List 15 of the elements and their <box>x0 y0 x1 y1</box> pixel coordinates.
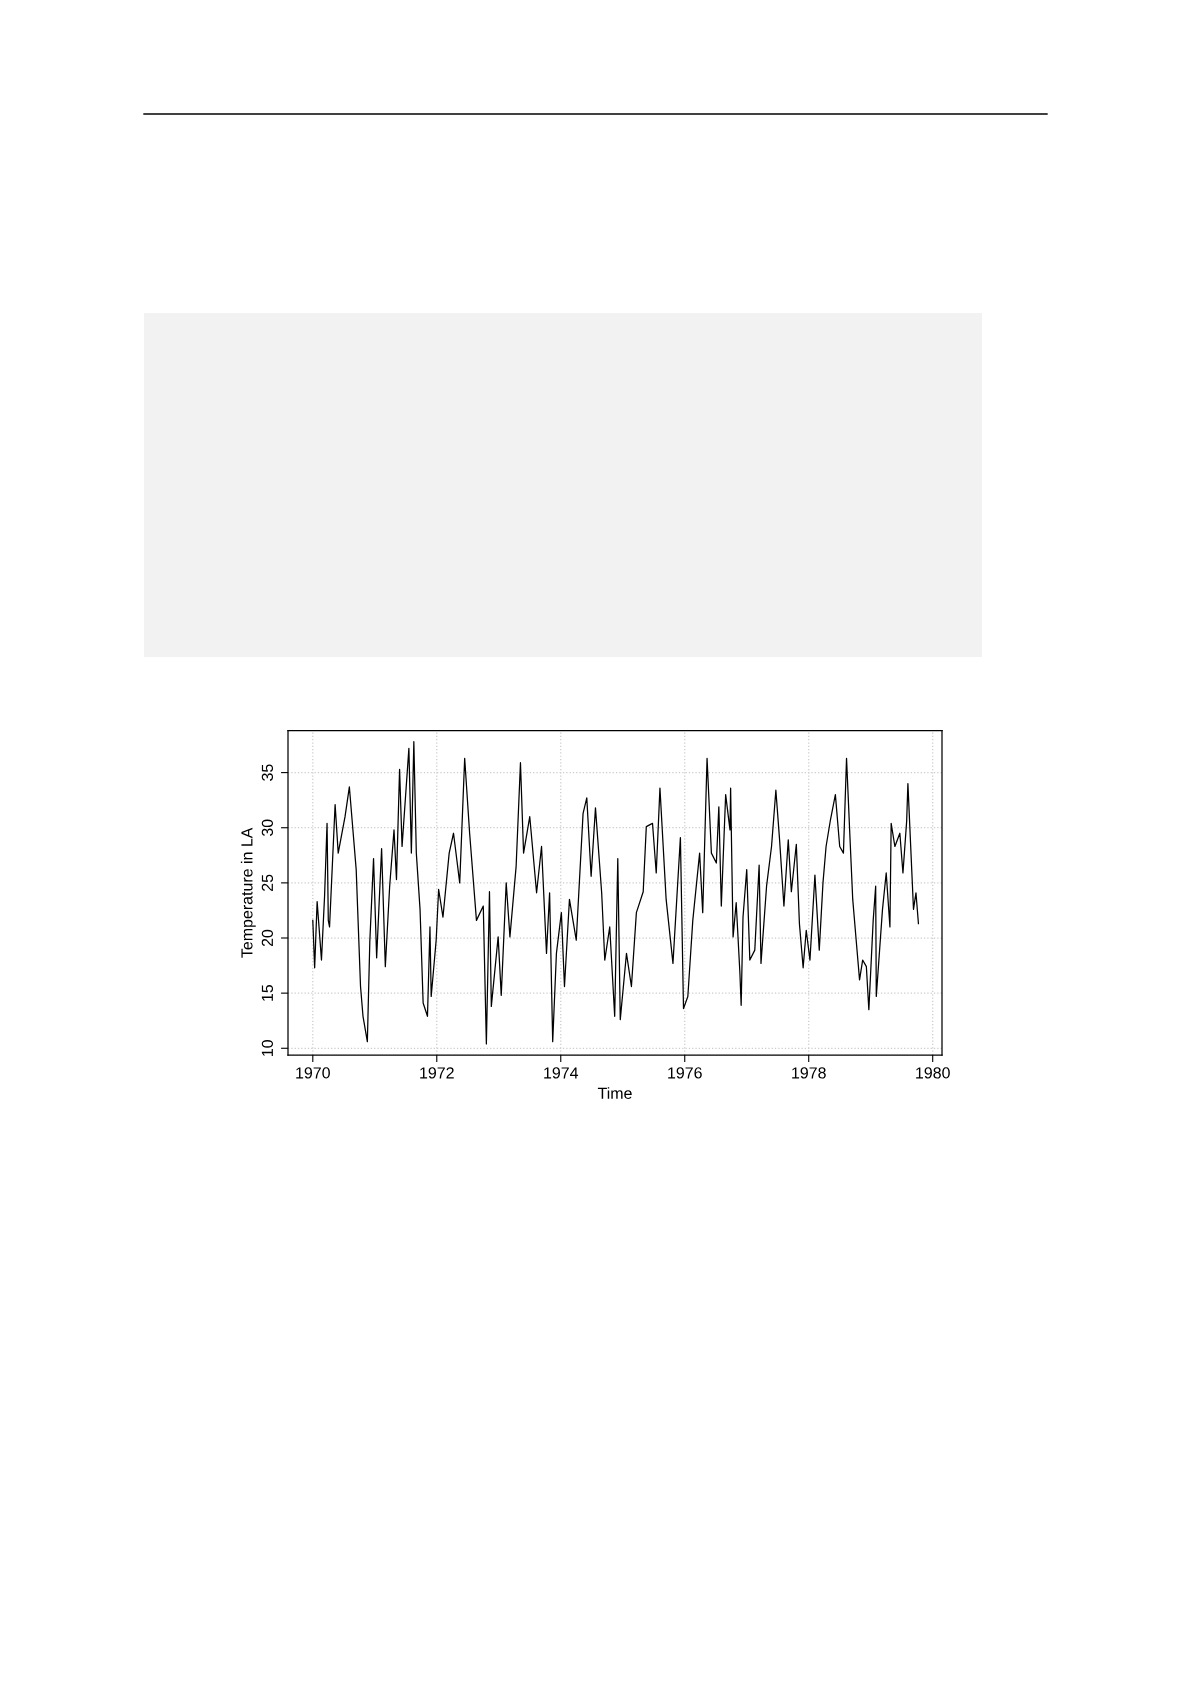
x-tick-label: 1980 <box>916 1067 950 1079</box>
x-axis-title: Time <box>597 1087 632 1099</box>
y-tick-label: 15 <box>261 984 274 1001</box>
y-tick-label: 35 <box>261 764 274 781</box>
x-tick-label: 1976 <box>668 1067 702 1079</box>
x-tick-label: 1970 <box>296 1067 330 1079</box>
y-tick-label: 25 <box>261 874 274 891</box>
y-tick-label: 10 <box>261 1040 274 1056</box>
y-tick-label: 30 <box>261 819 274 837</box>
x-tick-label: 1974 <box>544 1067 579 1079</box>
y-tick-label: 20 <box>261 929 274 947</box>
line-series <box>312 741 920 1045</box>
x-tick-label: 1978 <box>792 1067 826 1079</box>
x-tick-label: 1972 <box>420 1067 454 1079</box>
y-axis-title: Temperature in LA <box>240 827 256 958</box>
